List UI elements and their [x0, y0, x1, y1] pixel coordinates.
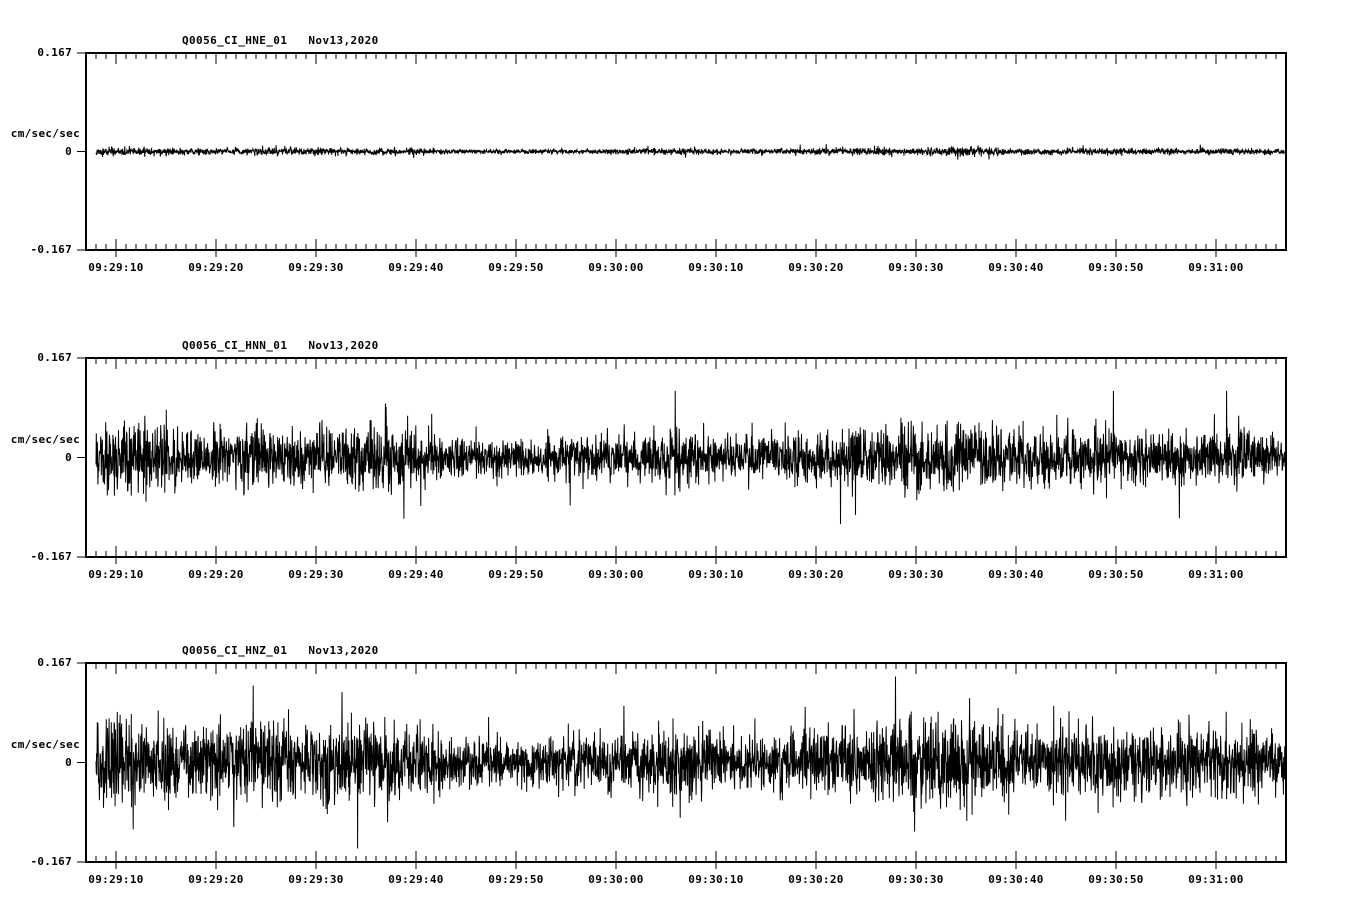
x-tick-label-hnn-1: 09:29:20 — [188, 568, 244, 581]
panel-title-hnn: Q0056_CI_HNN_01 Nov13,2020 — [182, 339, 379, 352]
x-tick-label-hnn-0: 09:29:10 — [88, 568, 144, 581]
x-tick-label-hne-4: 09:29:50 — [488, 261, 544, 274]
x-tick-label-hnz-10: 09:30:50 — [1088, 873, 1144, 886]
y-axis-unit-label-hnn: cm/sec/sec — [10, 432, 80, 446]
y-tick-zero-hnn: 0 — [65, 450, 72, 464]
x-tick-label-hnn-8: 09:30:30 — [888, 568, 944, 581]
y-tick-bottom-hnz: -0.167 — [30, 855, 72, 868]
x-tick-label-hnz-0: 09:29:10 — [88, 873, 144, 886]
x-tick-label-hnn-9: 09:30:40 — [988, 568, 1044, 581]
x-tick-label-hnn-6: 09:30:10 — [688, 568, 744, 581]
x-tick-label-hne-6: 09:30:10 — [688, 261, 744, 274]
x-tick-label-hnn-2: 09:29:30 — [288, 568, 344, 581]
x-tick-label-hne-5: 09:30:00 — [588, 261, 644, 274]
x-tick-label-hnn-7: 09:30:20 — [788, 568, 844, 581]
waveform-trace-hnn — [95, 390, 1286, 525]
x-tick-label-hnz-11: 09:31:00 — [1188, 873, 1244, 886]
y-tick-zero-hnz: 0 — [65, 755, 72, 769]
x-tick-label-hnz-2: 09:29:30 — [288, 873, 344, 886]
y-axis-unit-label-hne: cm/sec/sec — [10, 126, 80, 140]
y-axis-unit-label-hnz: cm/sec/sec — [10, 737, 80, 751]
x-tick-label-hne-0: 09:29:10 — [88, 261, 144, 274]
y-tick-bottom-hne: -0.167 — [30, 243, 72, 256]
x-tick-label-hne-1: 09:29:20 — [188, 261, 244, 274]
x-tick-label-hne-10: 09:30:50 — [1088, 261, 1144, 274]
x-tick-label-hnz-4: 09:29:50 — [488, 873, 544, 886]
x-tick-label-hne-11: 09:31:00 — [1188, 261, 1244, 274]
x-tick-label-hnz-6: 09:30:10 — [688, 873, 744, 886]
x-tick-label-hne-3: 09:29:40 — [388, 261, 444, 274]
panel-title-hne: Q0056_CI_HNE_01 Nov13,2020 — [182, 34, 379, 47]
waveform-trace-hnz — [95, 676, 1286, 849]
x-tick-label-hnz-9: 09:30:40 — [988, 873, 1044, 886]
y-tick-top-hne: 0.167 — [37, 46, 72, 59]
x-tick-label-hnn-4: 09:29:50 — [488, 568, 544, 581]
x-tick-label-hne-8: 09:30:30 — [888, 261, 944, 274]
x-tick-label-hnn-5: 09:30:00 — [588, 568, 644, 581]
y-tick-top-hnn: 0.167 — [37, 351, 72, 364]
y-tick-bottom-hnn: -0.167 — [30, 550, 72, 563]
x-tick-label-hnz-7: 09:30:20 — [788, 873, 844, 886]
y-tick-zero-hne: 0 — [65, 144, 72, 158]
x-tick-label-hnn-11: 09:31:00 — [1188, 568, 1244, 581]
x-tick-label-hnn-10: 09:30:50 — [1088, 568, 1144, 581]
x-tick-label-hne-2: 09:29:30 — [288, 261, 344, 274]
y-tick-top-hnz: 0.167 — [37, 656, 72, 669]
x-tick-label-hne-9: 09:30:40 — [988, 261, 1044, 274]
x-tick-label-hnn-3: 09:29:40 — [388, 568, 444, 581]
panel-title-hnz: Q0056_CI_HNZ_01 Nov13,2020 — [182, 644, 379, 657]
x-tick-label-hnz-1: 09:29:20 — [188, 873, 244, 886]
x-tick-label-hnz-8: 09:30:30 — [888, 873, 944, 886]
x-tick-label-hnz-3: 09:29:40 — [388, 873, 444, 886]
waveform-trace-hne — [95, 144, 1285, 160]
x-tick-label-hne-7: 09:30:20 — [788, 261, 844, 274]
x-tick-label-hnz-5: 09:30:00 — [588, 873, 644, 886]
